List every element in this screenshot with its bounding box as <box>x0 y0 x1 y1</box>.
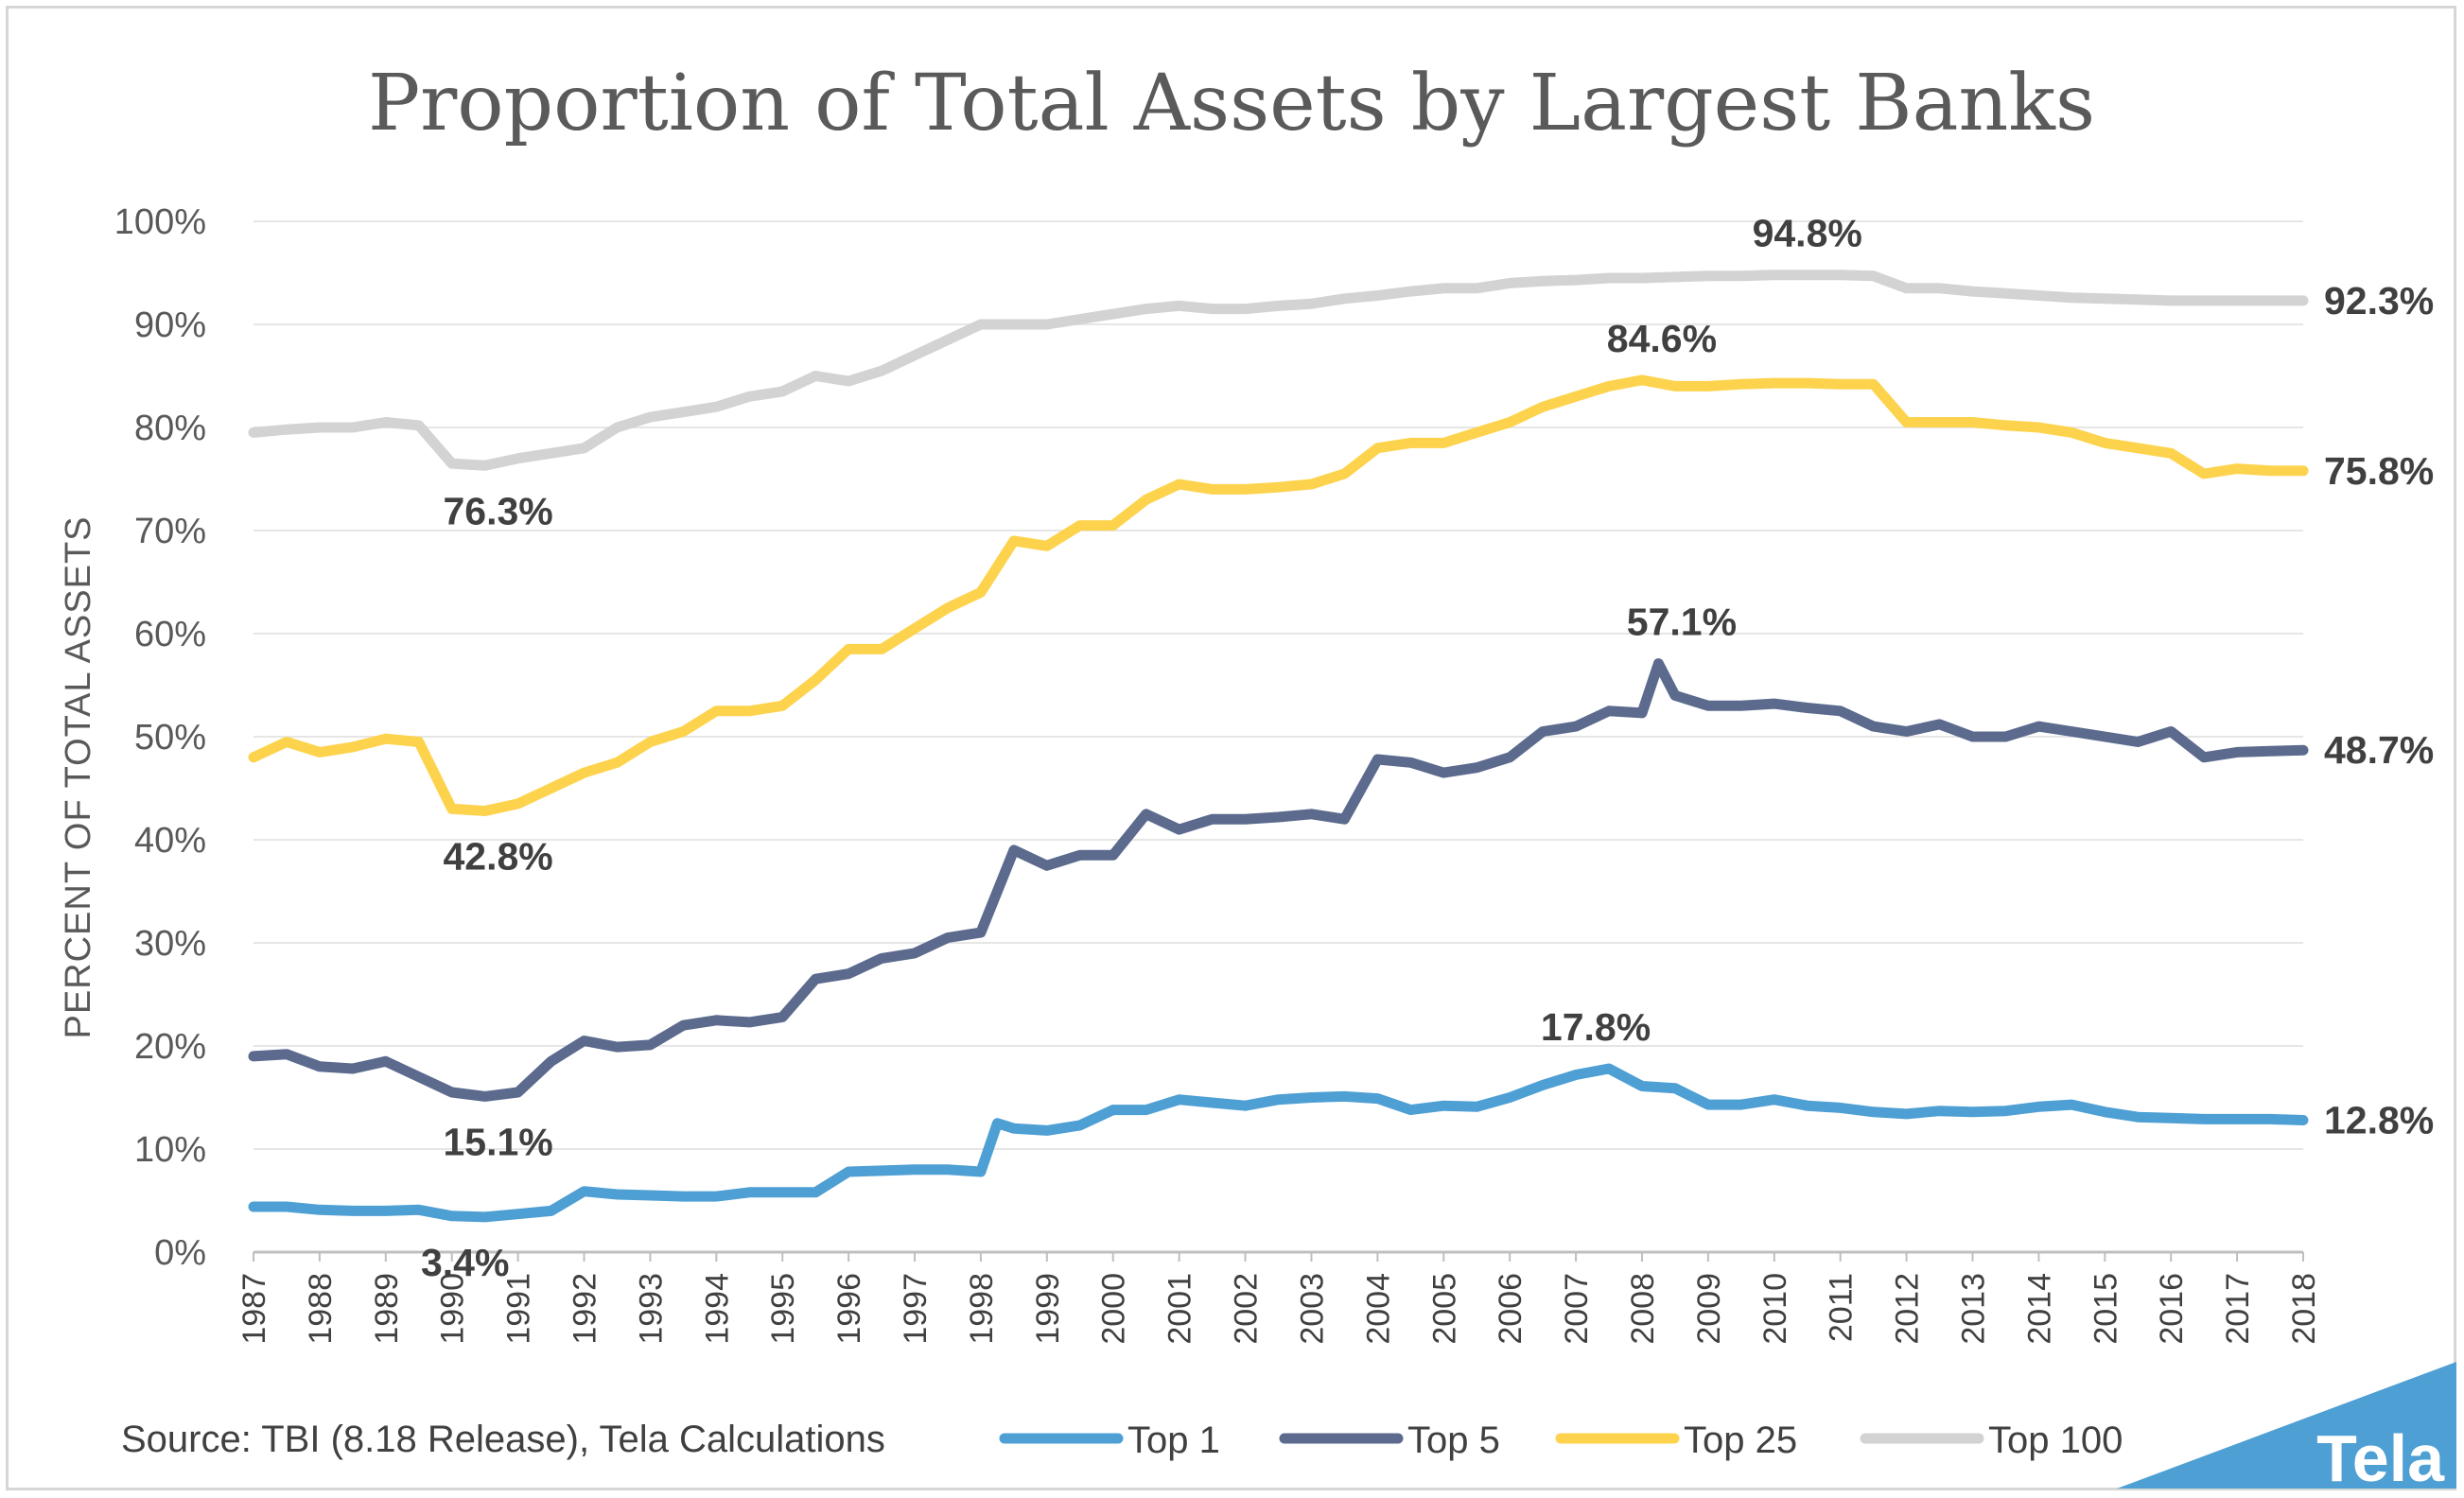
series-lines <box>248 270 2309 1223</box>
x-tick-label: 1989 <box>369 1273 405 1345</box>
y-tick-label: 60% <box>134 615 206 654</box>
source-note: Source: TBI (8.18 Release), Tela Calcula… <box>121 1419 885 1460</box>
y-tick-label: 100% <box>114 202 206 242</box>
x-tick-label: 1995 <box>765 1273 801 1345</box>
data-label: 3.4% <box>421 1241 509 1284</box>
x-tick-label: 2004 <box>1360 1273 1396 1345</box>
x-tick-label: 1987 <box>236 1273 272 1345</box>
x-tick-label: 1990 <box>435 1273 471 1345</box>
data-label: 75.8% <box>2324 449 2434 493</box>
data-label: 15.1% <box>444 1120 553 1163</box>
legend-label: Top 100 <box>1988 1420 2123 1461</box>
x-tick-label: 1998 <box>964 1273 1000 1345</box>
y-axis-ticks: 0% 10% 20% 30% 40% 50% 60% 70% 80% 90% 100% <box>114 202 206 1273</box>
x-tick-label: 2006 <box>1493 1273 1529 1345</box>
chart-title: Proportion of Total Assets by Largest Ba… <box>368 59 2095 148</box>
y-tick-label: 50% <box>134 718 206 758</box>
legend-label: Top 1 <box>1127 1420 1220 1461</box>
y-axis-label: PERCENT OF TOTAL ASSETS <box>59 515 98 1038</box>
legend-label: Top 25 <box>1684 1420 1797 1461</box>
x-tick-label: 2001 <box>1162 1273 1198 1345</box>
x-tick-label: 2003 <box>1294 1273 1330 1345</box>
x-tick-label: 1999 <box>1030 1273 1066 1345</box>
x-tick-label: 1997 <box>898 1273 934 1345</box>
y-tick-label: 80% <box>134 409 206 448</box>
x-tick-label: 2008 <box>1625 1273 1661 1345</box>
x-tick-label: 2017 <box>2220 1273 2256 1345</box>
logo-text: Tela <box>2316 1421 2445 1495</box>
x-tick-label: 2014 <box>2021 1273 2057 1345</box>
legend-label: Top 5 <box>1407 1420 1500 1461</box>
series-line-top-25 <box>248 374 2309 816</box>
y-tick-label: 30% <box>134 924 206 964</box>
legend: Top 1 Top 5 Top 25 Top 100 <box>999 1420 2123 1461</box>
x-tick-label: 2009 <box>1691 1273 1727 1345</box>
x-tick-label: 2013 <box>1955 1273 1991 1345</box>
data-label: 42.8% <box>444 834 553 878</box>
data-label: 48.7% <box>2324 728 2434 772</box>
data-label: 92.3% <box>2324 279 2434 322</box>
x-tick-label: 2018 <box>2286 1273 2322 1345</box>
tela-logo: Tela <box>2117 1362 2456 1495</box>
x-tick-label: 2010 <box>1757 1273 1793 1345</box>
x-tick-label: 2016 <box>2154 1273 2190 1345</box>
y-tick-label: 20% <box>134 1027 206 1067</box>
data-label: 17.8% <box>1541 1005 1651 1049</box>
series-line-top-1 <box>248 1063 2309 1223</box>
x-tick-label: 2012 <box>1890 1273 1926 1345</box>
x-tick-label: 1994 <box>699 1273 735 1345</box>
series-line-top-5 <box>248 658 2309 1102</box>
data-annotations: 94.8% 92.3% 76.3% 84.6% 75.8% 42.8% 57.1% 48.7%… <box>421 212 2434 1284</box>
y-tick-label: 10% <box>134 1130 206 1170</box>
x-tick-label: 2015 <box>2088 1273 2123 1345</box>
x-tick-label: 2007 <box>1559 1273 1595 1345</box>
x-tick-label: 1991 <box>501 1273 537 1345</box>
y-tick-label: 0% <box>154 1233 206 1273</box>
logo-triangle <box>2117 1362 2456 1489</box>
data-label: 57.1% <box>1627 601 1737 644</box>
data-label: 76.3% <box>444 489 553 532</box>
chart-frame <box>6 6 2456 1490</box>
x-tick-label: 1988 <box>303 1273 339 1345</box>
x-tick-label: 2002 <box>1229 1273 1265 1345</box>
y-tick-label: 70% <box>134 512 206 551</box>
x-tick-label: 1993 <box>633 1273 669 1345</box>
x-tick-label: 2000 <box>1096 1273 1132 1345</box>
x-axis-ticks: 1987 1988 1989 1990 1991 1992 1993 1994 1995 1996… <box>236 1252 2322 1345</box>
data-label: 94.8% <box>1753 212 1862 255</box>
x-tick-label: 1992 <box>568 1273 603 1345</box>
data-label: 84.6% <box>1607 317 1717 360</box>
x-tick-label: 1996 <box>831 1273 867 1345</box>
x-tick-label: 2005 <box>1426 1273 1462 1345</box>
data-label: 12.8% <box>2324 1098 2434 1141</box>
x-tick-label: 2011 <box>1824 1273 1860 1342</box>
y-tick-label: 40% <box>134 821 206 861</box>
y-tick-label: 90% <box>134 305 206 345</box>
series-line-top-100 <box>248 270 2309 471</box>
